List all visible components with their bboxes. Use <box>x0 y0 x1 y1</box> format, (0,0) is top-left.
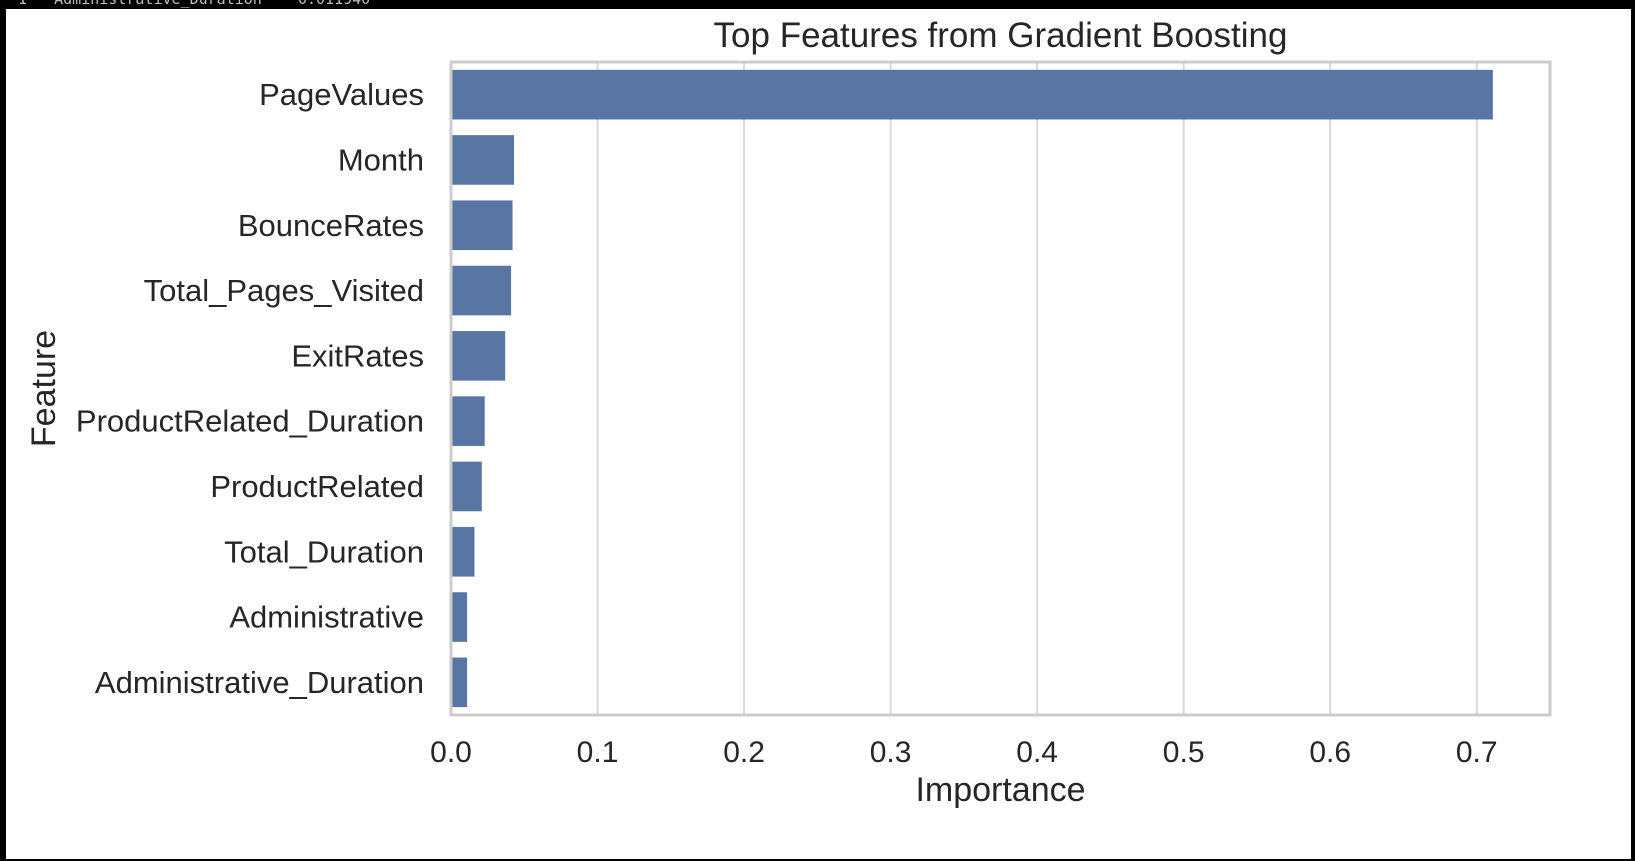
x-tick-label: 0.2 <box>723 736 765 769</box>
x-tick-labels: 0.0 0.1 0.2 0.3 0.4 0.5 0.6 0.7 <box>430 736 1497 769</box>
grid-layer <box>450 62 1478 715</box>
notebook-output-strip: 1 Administrative_Duration 0.011940 <box>0 0 1635 9</box>
x-tick-label: 0.7 <box>1456 736 1498 769</box>
y-axis-label: Feature <box>25 330 63 447</box>
y-tick-label: Administrative_Duration <box>95 665 424 700</box>
bar-administrative <box>451 592 468 642</box>
bar-pagevalues <box>451 69 1493 120</box>
notebook-output-text: 1 Administrative_Duration 0.011940 <box>18 0 370 8</box>
x-tick-label: 0.6 <box>1309 736 1351 769</box>
y-tick-label: ExitRates <box>291 338 424 373</box>
y-tick-label: Administrative <box>229 600 424 635</box>
x-tick-label: 0.1 <box>577 736 619 769</box>
bar-productrelated-duration <box>451 396 485 446</box>
bar-productrelated <box>451 461 482 512</box>
y-tick-label: PageValues <box>259 77 424 112</box>
x-tick-label: 0.0 <box>430 736 472 769</box>
chart-title: Top Features from Gradient Boosting <box>714 16 1288 55</box>
y-tick-label: Total_Pages_Visited <box>144 273 424 308</box>
y-tick-label: BounceRates <box>238 208 424 243</box>
y-tick-label: ProductRelated <box>210 469 424 504</box>
bar-exitrates <box>451 331 506 381</box>
bars-layer <box>451 69 1493 708</box>
bar-month <box>451 135 515 185</box>
y-tick-label: Month <box>338 142 424 177</box>
x-axis-label: Importance <box>915 771 1085 809</box>
plot-frame <box>449 60 1552 717</box>
y-tick-labels: PageValues Month BounceRates Total_Pages_Vi… <box>76 77 424 700</box>
bar-total-duration <box>451 526 475 577</box>
x-tick-label: 0.5 <box>1163 736 1205 769</box>
bar-bouncerates <box>451 200 513 251</box>
chart-panel: PageValues Month BounceRates Total_Pages_Vi… <box>6 9 1631 859</box>
bar-administrative-duration <box>451 657 468 708</box>
bar-total-pages-visited <box>451 265 512 316</box>
y-tick-label: Total_Duration <box>224 534 424 569</box>
x-tick-label: 0.4 <box>1016 736 1058 769</box>
x-tick-label: 0.3 <box>870 736 912 769</box>
y-tick-label: ProductRelated_Duration <box>76 404 424 439</box>
feature-importance-chart: PageValues Month BounceRates Total_Pages_Vi… <box>25 16 1552 809</box>
